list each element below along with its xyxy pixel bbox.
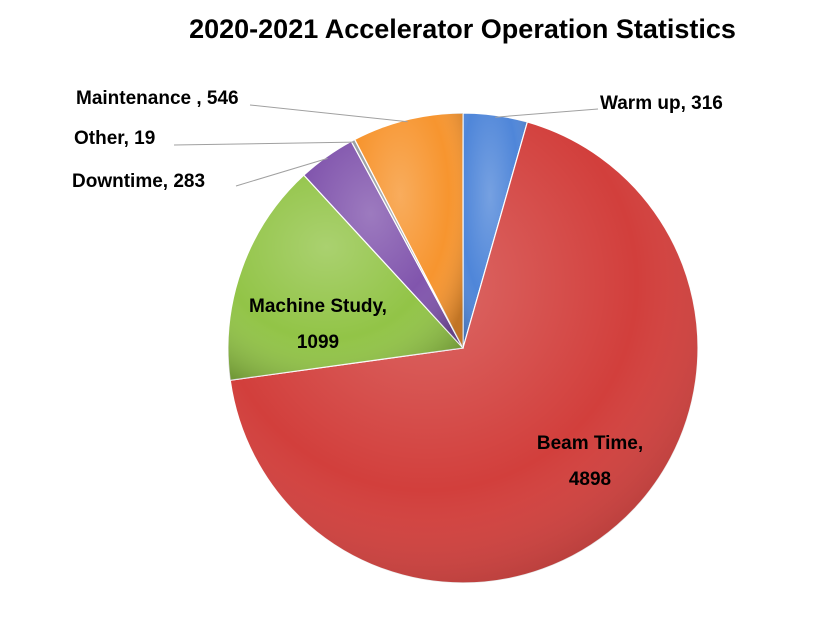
data-label-maintenance: Maintenance , 546 [76, 88, 239, 109]
pie-slice-shading [354, 113, 463, 348]
data-label-downtime: Downtime, 283 [72, 171, 205, 192]
leader-line [235, 157, 328, 187]
leader-line [495, 108, 599, 118]
pie-slice-shading [463, 113, 528, 348]
leader-line [249, 104, 408, 123]
data-label-machine-study: Machine Study, 1099 [249, 296, 387, 353]
pie-slice-shading [230, 121, 699, 584]
chart-title: 2020-2021 Accelerator Operation Statisti… [189, 14, 736, 44]
data-label-warm-up: Warm up, 316 [600, 93, 723, 114]
pie-slice-shading [351, 139, 463, 348]
pie-slice-shading [303, 141, 463, 348]
pie-slice-shading [228, 175, 463, 381]
data-label-other: Other, 19 [74, 128, 155, 149]
leader-line [173, 141, 354, 146]
data-label-beam-time: Beam Time, 4898 [537, 433, 643, 490]
